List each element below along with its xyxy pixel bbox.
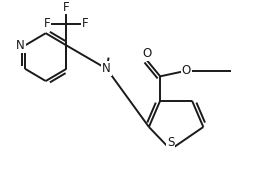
Text: O: O [142, 47, 152, 60]
Text: F: F [44, 17, 50, 30]
Text: N: N [16, 39, 25, 52]
Text: F: F [82, 17, 89, 30]
Text: N: N [102, 62, 111, 75]
Text: F: F [63, 1, 70, 14]
Text: O: O [182, 64, 191, 77]
Text: S: S [167, 137, 174, 149]
